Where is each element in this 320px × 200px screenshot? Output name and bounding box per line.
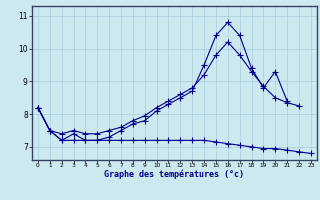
X-axis label: Graphe des températures (°c): Graphe des températures (°c) (104, 170, 244, 179)
